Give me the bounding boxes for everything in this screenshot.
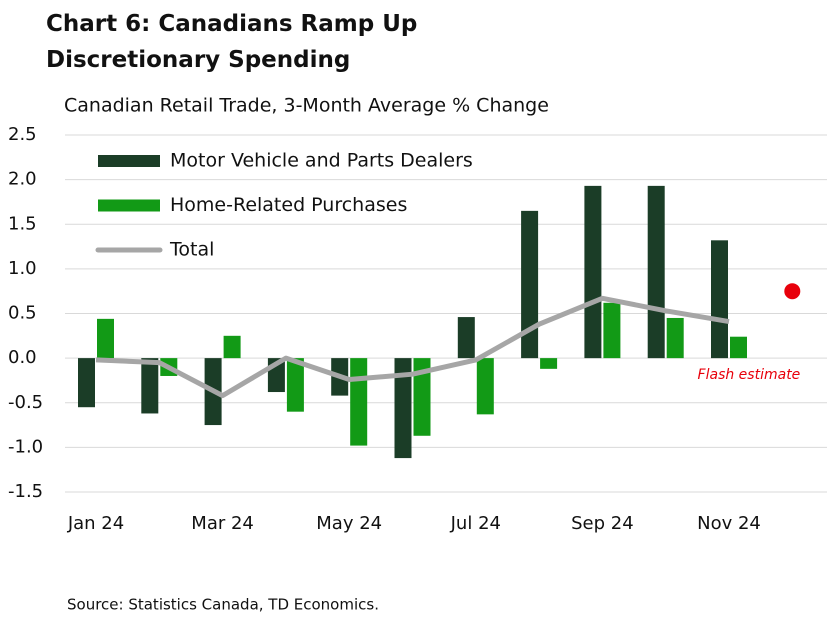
source: Source: Statistics Canada, TD Economics.: [67, 596, 379, 614]
bar: [584, 185, 602, 359]
y-tick-label: 0.5: [8, 303, 37, 324]
y-tick-label: 2.5: [8, 124, 37, 145]
y-tick-label: -1.0: [8, 436, 43, 457]
bar: [78, 358, 95, 408]
legend-label: Motor Vehicle and Parts Dealers: [170, 150, 473, 172]
bar: [540, 358, 558, 369]
y-tick-label: 1.5: [8, 213, 37, 234]
bar: [711, 240, 728, 359]
bar: [394, 358, 412, 459]
legend-swatch: [98, 155, 160, 167]
bar: [141, 358, 159, 414]
x-tick-label: Jul 24: [450, 513, 501, 534]
bar: [603, 302, 621, 359]
y-tick-label: -1.5: [8, 481, 43, 502]
bar: [413, 358, 431, 436]
bar: [730, 336, 747, 359]
x-tick-label: Jan 24: [67, 513, 124, 534]
bar: [286, 358, 304, 412]
bar: [521, 210, 539, 359]
x-tick-label: Sep 24: [571, 513, 634, 534]
x-tick-label: Nov 24: [697, 513, 761, 534]
legend-swatch: [98, 199, 160, 212]
legend-label: Home-Related Purchases: [170, 194, 407, 216]
x-tick-label: Mar 24: [191, 513, 254, 534]
y-tick-label: 2.0: [8, 169, 37, 190]
flash-estimate-point: [784, 283, 801, 300]
legend-label: Total: [169, 239, 214, 261]
chart-subtitle: Canadian Retail Trade, 3-Month Average %…: [64, 95, 549, 117]
chart-title: Chart 6: Canadians Ramp Up Discretionary …: [46, 11, 417, 73]
bar: [97, 318, 114, 359]
bar: [223, 335, 241, 359]
bar: [476, 358, 494, 415]
bar: [666, 317, 684, 359]
bar: [647, 185, 665, 359]
y-tick-label: -0.5: [8, 392, 43, 413]
x-tick-label: May 24: [316, 513, 382, 534]
total-line: [95, 295, 730, 399]
flash-estimate-label: Flash estimate: [698, 367, 801, 383]
bar: [457, 317, 475, 359]
y-tick-label: 0.0: [8, 347, 37, 368]
bar: [350, 358, 368, 446]
y-tick-label: 1.0: [8, 258, 37, 279]
